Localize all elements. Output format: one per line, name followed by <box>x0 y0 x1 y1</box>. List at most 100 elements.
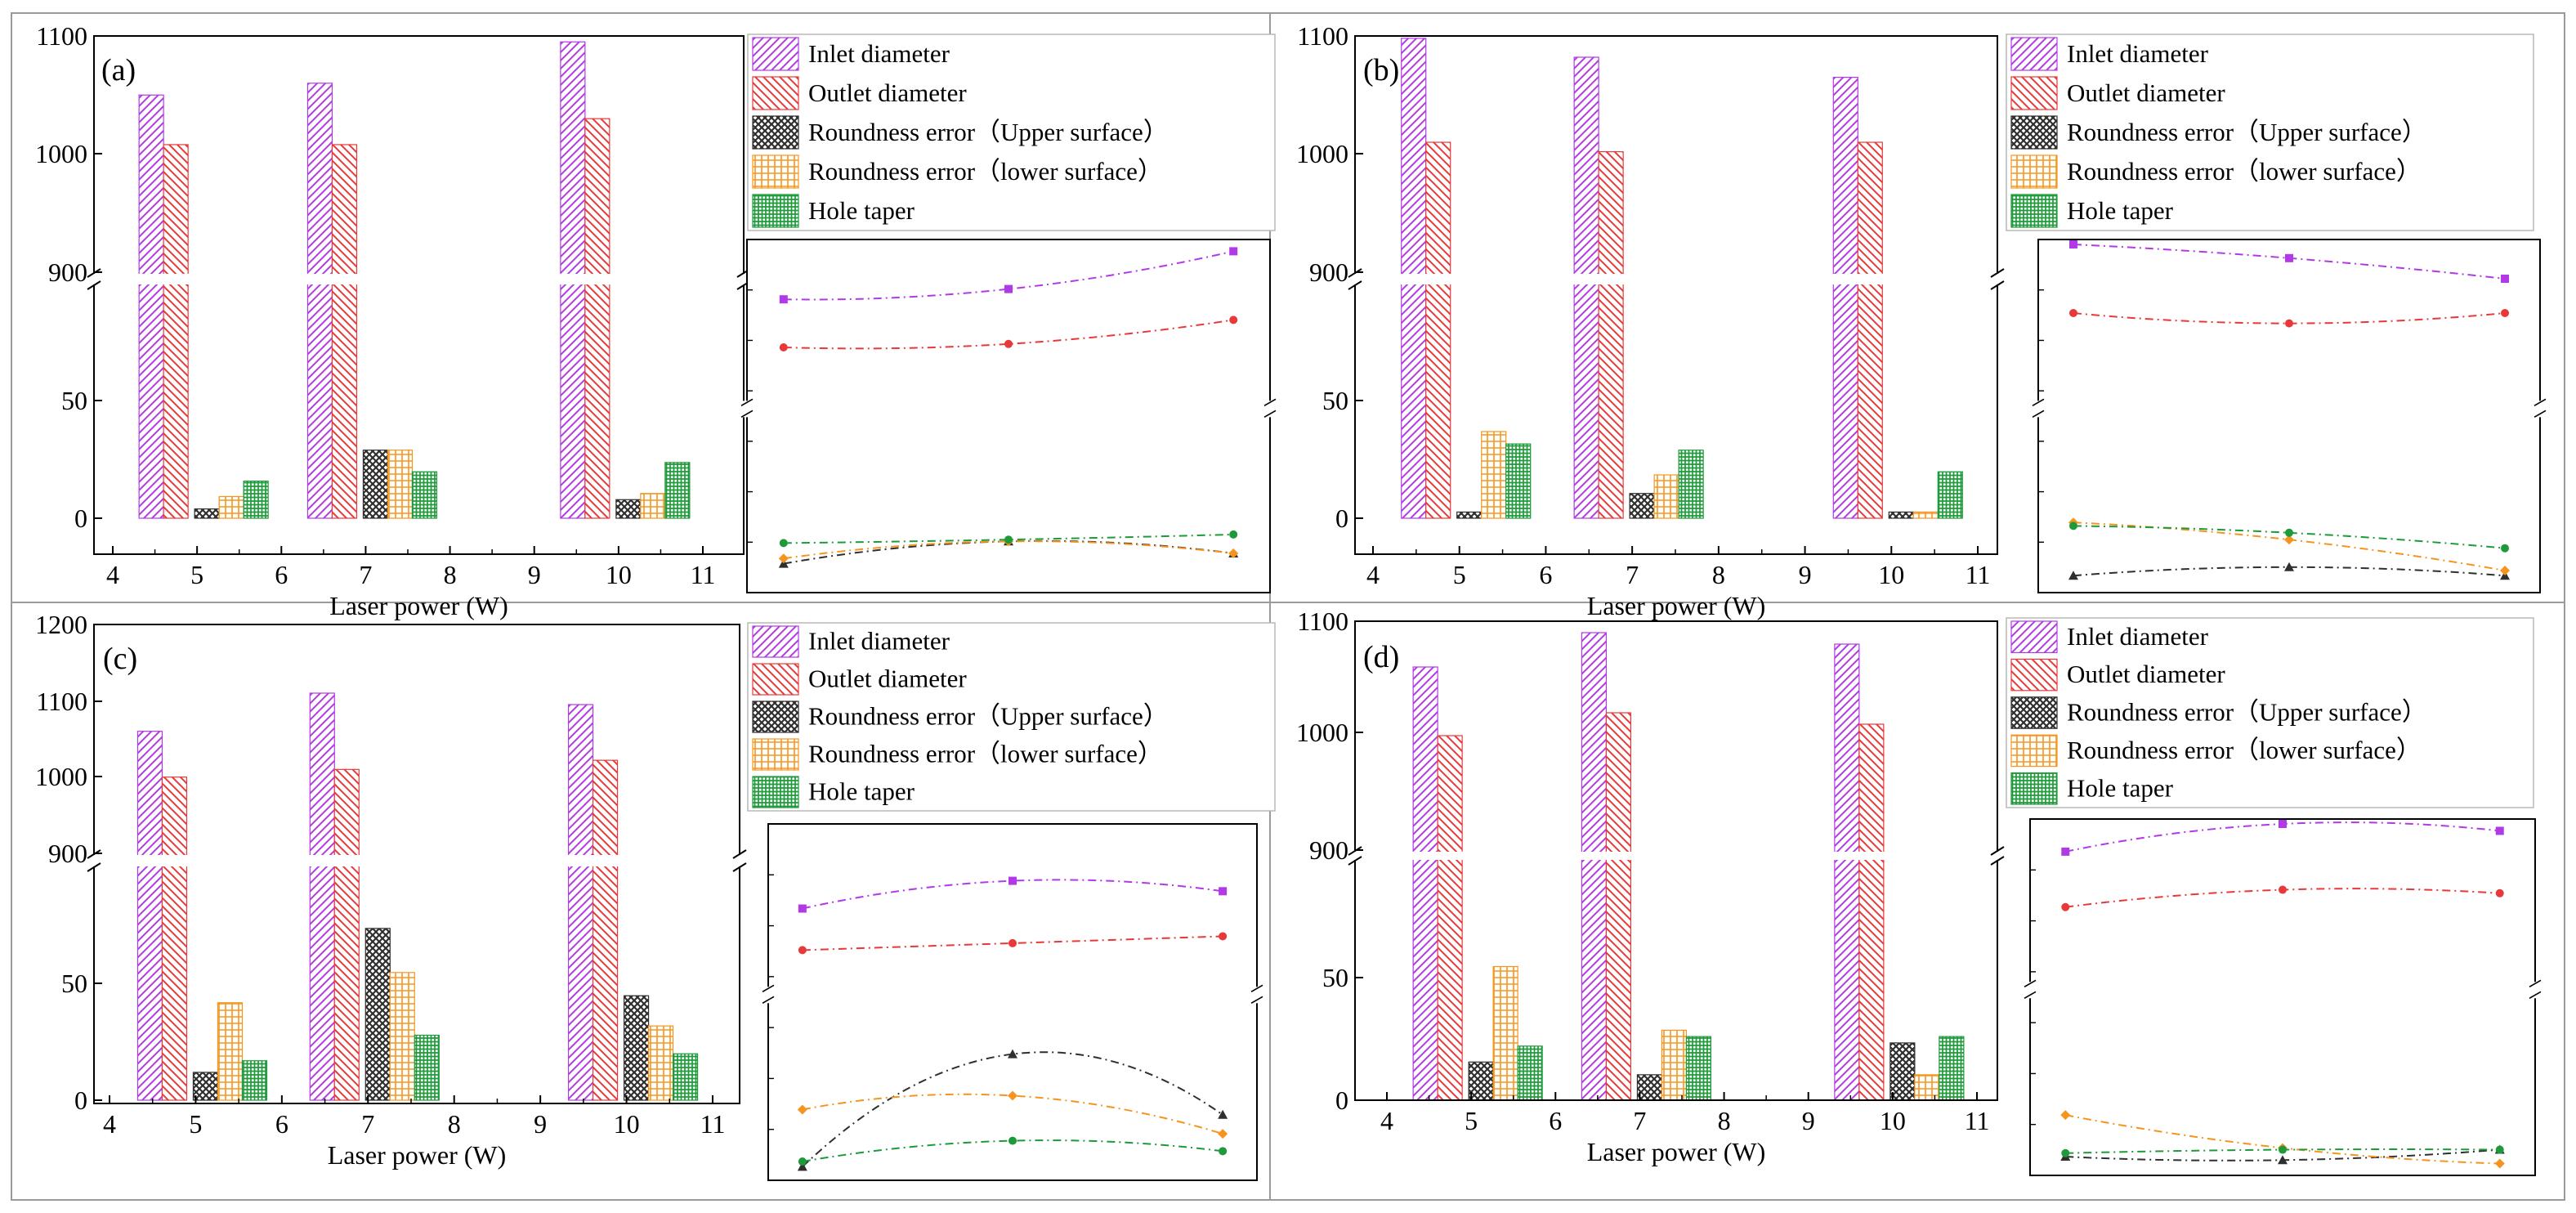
x-tick-label: 10 <box>1878 560 1904 589</box>
inset-point-outlet <box>2279 885 2287 894</box>
axis-break-gap <box>96 274 742 284</box>
x-tick-label: 8 <box>444 560 457 589</box>
inset-point-inlet <box>1004 284 1013 293</box>
x-tick-label: 7 <box>361 1109 374 1139</box>
legend-swatch-lower <box>752 738 799 771</box>
y-tick-label: 900 <box>1309 835 1348 865</box>
legend-box <box>2006 34 2534 231</box>
y-tick-label: 900 <box>48 257 87 287</box>
inset-point-outlet <box>798 946 807 955</box>
legend-label-inlet: Inlet diameter <box>2067 39 2209 68</box>
legend-swatch-inlet <box>2010 37 2058 71</box>
x-tick-label: 9 <box>1799 560 1812 589</box>
inset-point-inlet <box>1229 247 1238 256</box>
x-tick-label: 10 <box>614 1109 640 1139</box>
x-tick-label: 11 <box>1965 1106 1990 1135</box>
y-tick-label: 0 <box>74 1085 87 1115</box>
inset-point-taper <box>2495 1145 2504 1154</box>
legend-swatch-inlet <box>752 625 799 658</box>
legend-swatch-taper <box>752 776 799 808</box>
inset-point-taper <box>2279 1145 2287 1154</box>
y-tick-label: 50 <box>61 969 87 998</box>
bar-outlet-10 <box>584 118 610 519</box>
axis-break-mark <box>732 862 747 872</box>
bar-inlet-10 <box>1832 76 1858 519</box>
bar-lower-10 <box>640 493 666 519</box>
inset-point-inlet <box>1219 887 1228 896</box>
bar-inlet-7 <box>306 83 333 519</box>
inset-line-upper <box>802 1051 1223 1168</box>
inset-point-inlet <box>2285 253 2293 262</box>
inset-point-outlet <box>2068 309 2077 317</box>
y-tick-label: 1000 <box>35 139 87 168</box>
x-tick-label: 8 <box>1718 1106 1731 1135</box>
y-tick-label: 50 <box>1322 386 1348 415</box>
bar-lower-5 <box>1481 431 1507 519</box>
x-tick-label: 8 <box>448 1109 461 1139</box>
legend-label-taper: Hole taper <box>2067 196 2174 225</box>
x-tick-label: 6 <box>275 1109 288 1139</box>
plot-frame <box>1354 35 1998 555</box>
inset-point-upper <box>2068 571 2078 580</box>
bar-inlet-5 <box>1412 666 1438 1101</box>
legend-label-taper: Hole taper <box>2067 773 2174 802</box>
panel-3: 1200 1100 1000 900 50 04 5 6 7 8 9 10 11 Laser power … <box>35 610 1276 1181</box>
legend-label-outlet: Outlet diameter <box>808 78 967 107</box>
legend-swatch-outlet <box>2010 76 2058 110</box>
axis-break-mark <box>1348 856 1362 866</box>
bar-outlet-5 <box>1437 735 1463 1101</box>
inset-point-upper <box>1008 1049 1017 1059</box>
legend-label-lower: Roundness error（lower surface） <box>808 157 1163 186</box>
x-axis-label: Laser power (W) <box>1587 591 1766 620</box>
legend-swatch-upper <box>752 700 799 733</box>
bar-inlet-10 <box>1834 643 1860 1101</box>
y-tick-label: 0 <box>1335 1085 1348 1115</box>
panel-1: 1100 1000 900 50 04 5 6 7 8 9 10 11 Laser power (W) (… <box>35 21 1277 620</box>
x-axis-label: Laser power (W) <box>1587 1137 1766 1166</box>
inset-point-outlet <box>1219 932 1228 941</box>
x-tick-label: 5 <box>1453 560 1466 589</box>
legend-label-outlet: Outlet diameter <box>2067 78 2225 107</box>
bar-taper-7 <box>1678 450 1704 519</box>
legend-swatch-outlet <box>752 663 799 696</box>
x-tick-label: 6 <box>1539 560 1552 589</box>
bar-upper-5 <box>192 1072 219 1101</box>
inset-point-lower <box>2284 535 2294 545</box>
legend-label-lower: Roundness error（lower surface） <box>2067 736 2422 764</box>
x-axis-label: Laser power (W) <box>329 591 508 620</box>
inset-point-outlet <box>2285 319 2293 328</box>
inset-point-lower <box>778 553 789 564</box>
bar-outlet-5 <box>161 777 188 1101</box>
bar-upper-10 <box>623 995 650 1101</box>
x-tick-label: 10 <box>1880 1106 1906 1135</box>
bar-lower-7 <box>1653 474 1679 519</box>
x-tick-label: 11 <box>700 1109 726 1139</box>
bar-upper-5 <box>194 508 220 519</box>
panel-label: (b) <box>1363 53 1399 87</box>
legend-swatch-upper <box>2010 115 2058 150</box>
axis-break-mark <box>1990 856 2005 866</box>
x-tick-label: 6 <box>275 560 288 589</box>
bar-lower-10 <box>647 1025 674 1101</box>
legend-box <box>747 34 1276 231</box>
inset-point-inlet <box>1008 876 1017 885</box>
bar-taper-5 <box>1517 1045 1543 1101</box>
x-tick-label: 5 <box>1465 1106 1478 1135</box>
x-tick-label: 4 <box>106 560 119 589</box>
axis-break-mark <box>732 849 747 859</box>
inset-point-outlet <box>2495 888 2504 897</box>
y-tick-label: 1200 <box>35 610 87 639</box>
legend-label-lower: Roundness error（lower surface） <box>808 740 1163 768</box>
bar-taper-10 <box>1939 1036 1965 1101</box>
x-tick-label: 10 <box>606 560 632 589</box>
inset-point-taper <box>1219 1147 1228 1156</box>
bar-upper-10 <box>1890 1042 1916 1101</box>
inset-point-inlet <box>2495 826 2504 835</box>
bar-outlet-10 <box>592 759 619 1101</box>
y-tick-label: 1100 <box>36 21 87 51</box>
inset-point-taper <box>2285 528 2293 537</box>
inset-point-lower <box>1008 1090 1017 1101</box>
inset-point-lower <box>1218 1129 1228 1139</box>
inset-point-lower <box>797 1104 807 1115</box>
